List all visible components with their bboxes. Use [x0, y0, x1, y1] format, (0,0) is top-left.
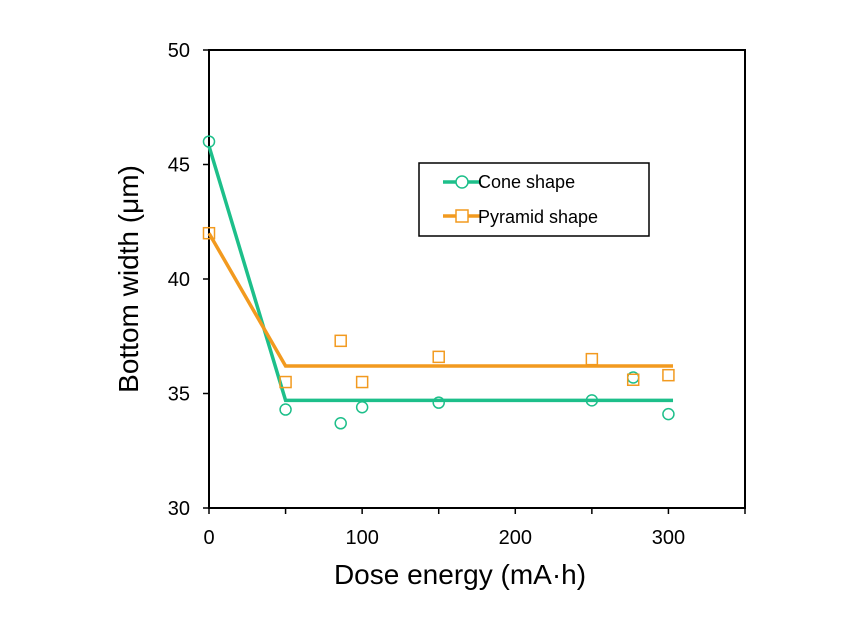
pyramid-point: [279, 375, 292, 389]
cone-point: [279, 403, 292, 416]
y-tick-label: 40: [168, 269, 190, 291]
pyramid-point: [202, 226, 216, 240]
legend-cone-label: Cone shape: [478, 172, 575, 192]
y-tick-label: 45: [168, 155, 190, 177]
legend: Cone shape Pyramid shape: [418, 162, 650, 237]
y-tick-label: 30: [168, 498, 190, 520]
cone-point: [585, 394, 599, 407]
y-axis: 30 35 40 45 50: [168, 40, 209, 520]
cone-trend-line: [207, 145, 674, 403]
plot-frame: [208, 49, 746, 509]
x-tick-label: 200: [499, 527, 532, 549]
legend-pyramid-label: Pyramid shape: [478, 207, 598, 227]
x-tick-label: 0: [203, 527, 214, 549]
pyramid-point: [585, 352, 599, 366]
cone-point: [662, 407, 675, 421]
x-axis-title: Dose energy (mA·h): [334, 559, 586, 590]
cone-point: [432, 396, 445, 409]
x-tick-label: 300: [652, 527, 685, 549]
pyramid-point: [432, 350, 445, 364]
x-tick-label: 100: [345, 527, 378, 549]
x-axis: 0 100 200 300: [203, 508, 746, 549]
pyramid-point: [662, 368, 675, 382]
legend-pyramid-marker: [455, 209, 469, 223]
cone-point: [355, 400, 369, 414]
pyramid-point: [334, 334, 347, 348]
trend-lines: [207, 145, 674, 403]
legend-cone-marker: [455, 175, 469, 189]
data-markers: [202, 135, 675, 430]
cone-point: [334, 417, 347, 430]
pyramid-trend-line: [207, 232, 674, 368]
y-tick-label: 50: [168, 40, 190, 62]
y-tick-label: 35: [168, 384, 190, 406]
legend-box: [418, 162, 650, 237]
cone-point: [202, 135, 216, 148]
pyramid-point: [626, 373, 640, 387]
y-axis-title: Bottom width (μm): [113, 165, 144, 393]
pyramid-point: [355, 375, 369, 389]
